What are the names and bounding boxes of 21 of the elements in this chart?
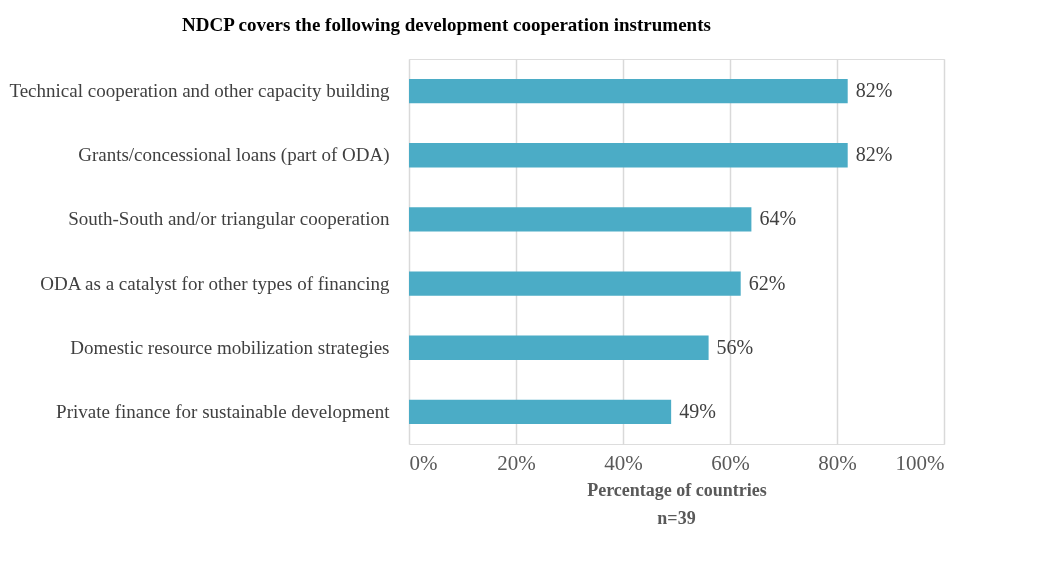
x-axis-title: Percentage of countries xyxy=(587,479,767,500)
y-tick-label: Technical cooperation and other capacity building xyxy=(9,80,390,102)
x-tick-label: 40% xyxy=(604,450,643,475)
y-tick-label: South-South and/or triangular cooperation xyxy=(68,208,390,230)
y-tick-label: Domestic resource mobilization strategies xyxy=(70,336,390,358)
chart-title: NDCP covers the following development cooperation instruments xyxy=(182,14,711,35)
data-label: 64% xyxy=(759,207,797,230)
x-tick-label: 100% xyxy=(895,450,945,475)
x-tick-label: 60% xyxy=(711,450,750,475)
data-label: 49% xyxy=(679,399,716,422)
text: n=39 xyxy=(657,508,696,528)
y-tick-label: ODA as a catalyst for other types of financing xyxy=(40,272,390,294)
x-tick-label: 80% xyxy=(818,450,857,475)
data-label: 82% xyxy=(855,143,893,166)
x-tick-label: 0% xyxy=(409,450,438,475)
y-tick-label: Private finance for sustainable development xyxy=(56,400,391,422)
data-label: 56% xyxy=(716,335,754,358)
x-tick-label: 20% xyxy=(497,450,536,475)
data-label: 62% xyxy=(748,271,786,294)
data-label: 82% xyxy=(855,79,893,102)
y-tick-label: Grants/concessional loans (part of ODA) xyxy=(78,144,390,167)
